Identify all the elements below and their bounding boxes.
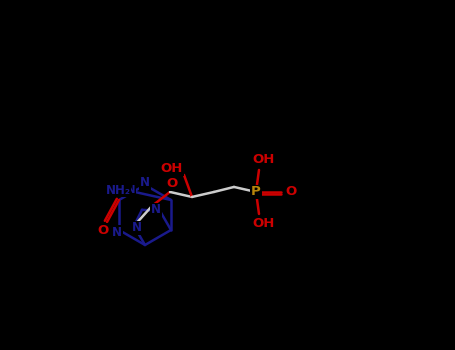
- Text: OH: OH: [253, 153, 275, 167]
- Text: O: O: [285, 186, 297, 198]
- Text: NH₂: NH₂: [106, 183, 131, 196]
- Text: N: N: [151, 203, 161, 216]
- Text: N: N: [140, 176, 150, 189]
- Text: O: O: [167, 177, 177, 190]
- Text: OH: OH: [161, 162, 183, 175]
- Text: N: N: [132, 222, 142, 235]
- Text: HN: HN: [118, 185, 136, 195]
- Text: OH: OH: [253, 217, 275, 230]
- Text: N: N: [112, 225, 122, 238]
- Text: P: P: [251, 186, 261, 198]
- Text: O: O: [97, 224, 109, 237]
